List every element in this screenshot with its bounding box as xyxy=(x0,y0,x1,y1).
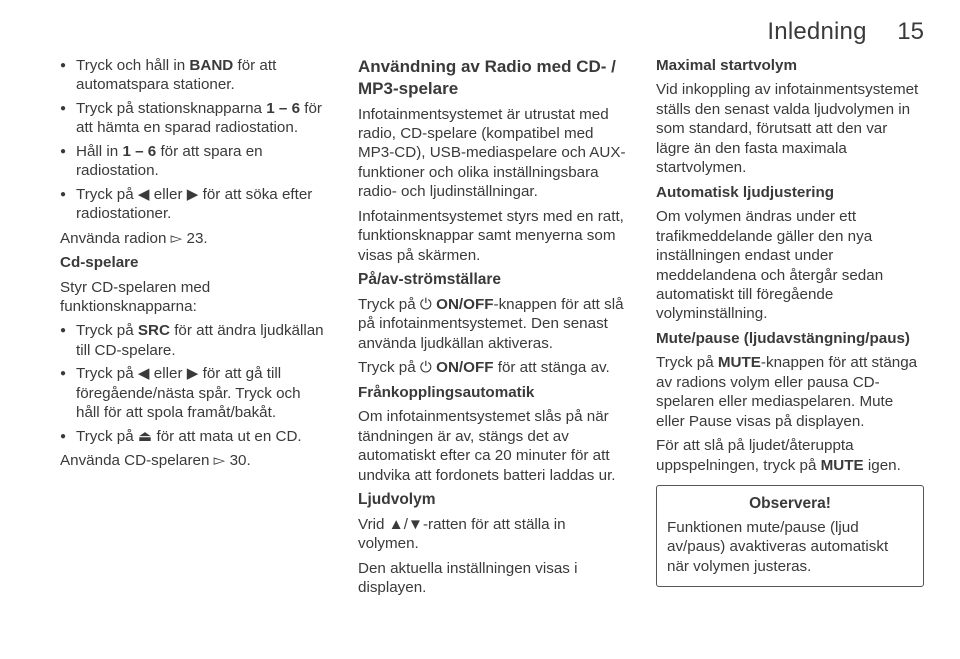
power-icon: ⏻ xyxy=(420,296,432,313)
bullet-list-2: Tryck på SRC för att ändra ljudkällan ti… xyxy=(60,321,328,446)
column-1: Tryck och håll in BAND för att automatsp… xyxy=(60,56,328,603)
paragraph: Vid inkoppling av infotainmentsystemet s… xyxy=(656,80,924,177)
left-arrow-icon: ◀ xyxy=(138,186,150,203)
column-3: Maximal startvolym Vid inkoppling av inf… xyxy=(656,56,924,603)
list-item: Tryck och håll in BAND för att automatsp… xyxy=(60,56,328,95)
link-icon: ▻ xyxy=(171,230,183,247)
paragraph: Infotainmentsystemet är utrustat med rad… xyxy=(358,105,626,202)
heading-cd: Cd-spelare xyxy=(60,253,328,272)
paragraph: Om volymen ändras under ett trafikmeddel… xyxy=(656,207,924,324)
list-item: Håll in 1 – 6 för att spara en radiostat… xyxy=(60,142,328,181)
list-item: Tryck på ◀ eller ▶ för att söka efter ra… xyxy=(60,185,328,224)
heading-radio-cd-mp3: Användning av Radio med CD- / MP3-spelar… xyxy=(358,56,626,100)
right-arrow-icon: ▶ xyxy=(187,365,199,382)
eject-icon: ⏏ xyxy=(138,428,152,445)
paragraph: Använda CD-spelaren ▻ 30. xyxy=(60,451,328,470)
paragraph: Den aktuella inställningen visas i displ… xyxy=(358,559,626,598)
link-icon: ▻ xyxy=(214,452,226,469)
heading-auto-off: Frånkopplingsautomatik xyxy=(358,383,626,402)
heading-auto-adj: Automatisk ljudjustering xyxy=(656,183,924,202)
heading-max-start: Maximal startvolym xyxy=(656,56,924,75)
section-title: Inledning xyxy=(767,18,866,45)
bullet-list-1: Tryck och håll in BAND för att automatsp… xyxy=(60,56,328,224)
notice-body: Funktionen mute/pause (ljud av/paus) ava… xyxy=(667,518,913,576)
paragraph: För att slå på ljudet/återuppta uppspeln… xyxy=(656,436,924,475)
power-icon: ⏻ xyxy=(420,359,432,376)
list-item: Tryck på ⏏ för att mata ut en CD. xyxy=(60,427,328,446)
heading-power: På/av-strömställare xyxy=(358,270,626,290)
manual-page: Inledning 15 Tryck och håll in BAND för … xyxy=(0,0,960,659)
paragraph: Använda radion ▻ 23. xyxy=(60,229,328,248)
heading-volume: Ljudvolym xyxy=(358,490,626,510)
list-item: Tryck på stationsknapparna 1 – 6 för att… xyxy=(60,99,328,138)
paragraph: Vrid ▲/▼-ratten för att ställa in volyme… xyxy=(358,515,626,554)
paragraph: Tryck på ⏻ ON/OFF-knappen för att slå på… xyxy=(358,295,626,353)
right-arrow-icon: ▶ xyxy=(187,186,199,203)
notice-title: Observera! xyxy=(667,494,913,514)
left-arrow-icon: ◀ xyxy=(138,365,150,382)
paragraph: Styr CD-spelaren med funktionsknapparna: xyxy=(60,278,328,317)
up-down-icon: ▲/▼ xyxy=(389,516,423,533)
heading-mute: Mute/pause (ljudavstängning/paus) xyxy=(656,329,924,348)
paragraph: Infotainmentsystemet styrs med en ratt, … xyxy=(358,207,626,265)
paragraph: Tryck på MUTE-knappen för att stänga av … xyxy=(656,353,924,431)
paragraph: Om infotainmentsystemet slås på när tänd… xyxy=(358,407,626,485)
columns: Tryck och håll in BAND för att automatsp… xyxy=(60,56,924,603)
paragraph: Tryck på ⏻ ON/OFF för att stänga av. xyxy=(358,358,626,377)
list-item: Tryck på SRC för att ändra ljudkällan ti… xyxy=(60,321,328,360)
page-header: Inledning 15 xyxy=(60,18,924,46)
notice-box: Observera! Funktionen mute/pause (ljud a… xyxy=(656,485,924,587)
page-number: 15 xyxy=(897,18,924,45)
list-item: Tryck på ◀ eller ▶ för att gå till föreg… xyxy=(60,364,328,422)
column-2: Användning av Radio med CD- / MP3-spelar… xyxy=(358,56,626,603)
